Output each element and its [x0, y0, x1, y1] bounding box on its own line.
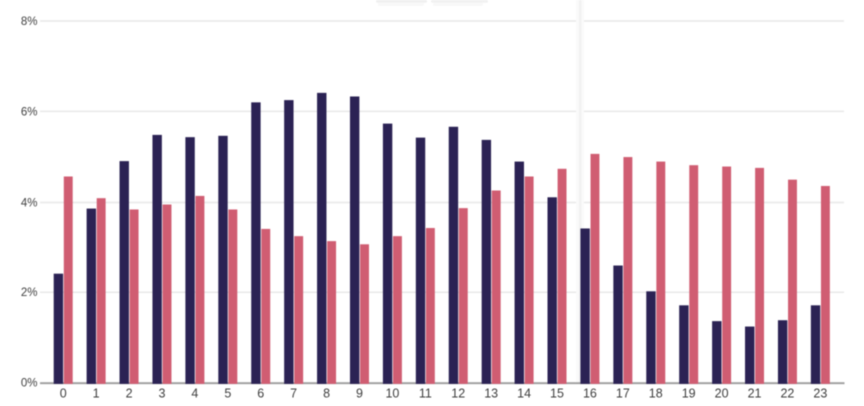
svg-text:14: 14 — [517, 387, 531, 401]
svg-text:13: 13 — [484, 387, 498, 401]
svg-text:3: 3 — [158, 387, 165, 401]
svg-text:9: 9 — [356, 387, 363, 401]
svg-text:12: 12 — [451, 387, 465, 401]
svg-text:5: 5 — [224, 387, 231, 401]
svg-text:18: 18 — [649, 387, 663, 401]
svg-text:8%: 8% — [21, 16, 38, 28]
svg-text:11: 11 — [419, 387, 432, 401]
svg-text:2%: 2% — [21, 287, 38, 299]
svg-text:4: 4 — [191, 387, 198, 401]
svg-text:8: 8 — [323, 387, 330, 401]
svg-text:10: 10 — [385, 387, 399, 401]
svg-text:7: 7 — [290, 387, 297, 401]
svg-text:22: 22 — [780, 387, 794, 401]
svg-text:6: 6 — [257, 387, 264, 401]
svg-text:21: 21 — [748, 387, 762, 401]
svg-text:4%: 4% — [21, 198, 38, 210]
svg-text:23: 23 — [813, 387, 827, 401]
svg-text:6%: 6% — [21, 106, 38, 118]
svg-text:2: 2 — [126, 387, 133, 401]
svg-text:15: 15 — [550, 387, 564, 401]
svg-text:1: 1 — [93, 387, 100, 401]
svg-text:0: 0 — [60, 387, 67, 401]
svg-text:16: 16 — [583, 387, 597, 401]
svg-text:0%: 0% — [21, 378, 38, 390]
svg-text:20: 20 — [715, 387, 729, 401]
svg-text:17: 17 — [616, 387, 630, 401]
svg-text:19: 19 — [682, 387, 696, 401]
